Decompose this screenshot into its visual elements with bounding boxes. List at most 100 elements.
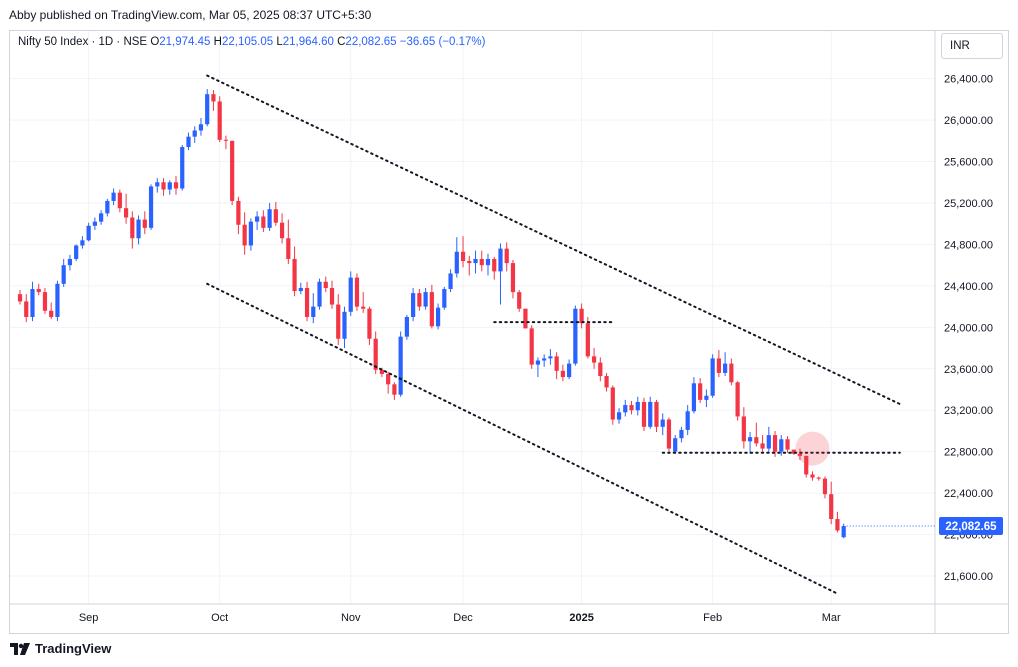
- y-tick-label: 25,200.00: [944, 198, 993, 210]
- candle-body: [579, 308, 584, 324]
- currency-selector[interactable]: INR: [941, 33, 1003, 59]
- candle-body: [417, 293, 422, 307]
- y-tick-label: 21,600.00: [944, 571, 993, 583]
- candle-body: [342, 311, 347, 339]
- candle-body: [648, 401, 653, 427]
- candle-body: [685, 411, 690, 430]
- candle-body: [423, 292, 428, 307]
- candle-body: [36, 289, 41, 293]
- candle-body: [292, 258, 297, 292]
- candle-body: [61, 265, 66, 284]
- candle-body: [598, 362, 603, 377]
- candle-body: [729, 363, 734, 383]
- candle-body: [442, 289, 447, 308]
- candle-body: [236, 200, 241, 225]
- candle-body: [610, 387, 615, 420]
- candle-body: [654, 401, 659, 427]
- candle-body: [392, 384, 397, 395]
- tradingview-logo-icon: [10, 642, 30, 655]
- candle-body: [498, 248, 503, 272]
- candle-body: [230, 140, 235, 201]
- candle-body: [311, 306, 316, 317]
- candle-body: [660, 419, 665, 427]
- candle-body: [679, 429, 684, 439]
- candle-body: [760, 443, 765, 449]
- y-tick-label: 24,000.00: [944, 322, 993, 334]
- y-tick-label: 23,200.00: [944, 405, 993, 417]
- candle-body: [492, 258, 497, 272]
- candle-body: [30, 289, 35, 317]
- candle-body: [92, 221, 97, 226]
- candle-body: [49, 310, 54, 317]
- candle-body: [510, 263, 516, 293]
- candle-body: [591, 356, 597, 363]
- candle-body: [198, 124, 204, 131]
- candle-body: [86, 225, 91, 241]
- candle-body: [192, 130, 197, 137]
- x-tick-label: Oct: [211, 612, 228, 624]
- candle-body: [398, 336, 403, 395]
- candle-body: [161, 182, 166, 190]
- candle-body: [523, 308, 528, 329]
- candle-body: [304, 287, 310, 317]
- candle-body: [261, 216, 266, 228]
- candle-body: [367, 308, 372, 339]
- candle-body: [454, 251, 459, 274]
- candle-body: [723, 363, 728, 373]
- candle-body: [123, 208, 129, 218]
- candle-body: [479, 258, 484, 266]
- candle-body: [829, 494, 834, 520]
- candle-body: [136, 219, 141, 239]
- candle-body: [67, 258, 73, 266]
- legend-low-label: L: [276, 36, 283, 48]
- candle-body: [55, 283, 60, 317]
- candle-body: [379, 369, 385, 374]
- candle-body: [623, 405, 628, 413]
- candle-body: [148, 186, 154, 228]
- dotted-trendline[interactable]: [206, 282, 839, 595]
- candle-body: [741, 416, 746, 442]
- y-tick-label: 23,600.00: [944, 364, 993, 376]
- legend-open-value: 21,974.45: [159, 36, 211, 48]
- candle-body: [666, 419, 672, 449]
- candle-body: [248, 221, 253, 246]
- candle-body: [361, 306, 366, 309]
- candle-body: [180, 147, 185, 189]
- footer-logo-text: TradingView: [35, 641, 112, 656]
- candle-body: [404, 316, 409, 337]
- candle-body: [429, 292, 434, 327]
- candle-body: [348, 277, 353, 312]
- candle-body: [80, 240, 85, 246]
- candle-body: [673, 438, 678, 452]
- last-price-tag: [939, 517, 1003, 536]
- candle-body: [386, 373, 391, 385]
- candle-body: [504, 248, 509, 264]
- candle-body: [542, 358, 547, 361]
- x-tick-label: Nov: [341, 612, 361, 624]
- candle-body: [535, 360, 541, 365]
- highlight-circle: [795, 431, 830, 466]
- candle-body: [205, 94, 210, 125]
- candle-body: [816, 477, 821, 479]
- x-tick-label: Mar: [822, 612, 841, 624]
- legend-low-value: 21,964.60: [282, 36, 334, 48]
- candle-body: [99, 213, 104, 222]
- candle-body: [791, 449, 796, 454]
- candle-body: [448, 273, 453, 290]
- y-tick-label: 26,000.00: [944, 115, 993, 127]
- candle-body: [585, 323, 590, 357]
- candle-body: [217, 101, 222, 140]
- candle-body: [467, 261, 472, 264]
- legend-high-value: 22,105.05: [221, 36, 274, 48]
- candle-body: [641, 401, 647, 427]
- y-tick-label: 24,400.00: [944, 281, 993, 293]
- publish-credit: Abby published on TradingView.com, Mar 0…: [9, 8, 372, 22]
- candle-body: [810, 474, 815, 478]
- candle-body: [17, 294, 23, 302]
- candle-body: [616, 412, 622, 420]
- candle-body: [517, 292, 522, 309]
- dotted-trendline[interactable]: [206, 74, 901, 406]
- candle-body: [554, 356, 559, 371]
- candle-body: [411, 293, 416, 317]
